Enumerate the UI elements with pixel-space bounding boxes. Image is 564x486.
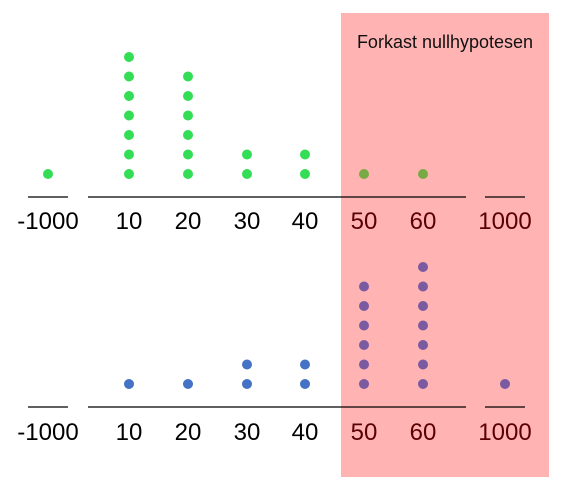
data-dot — [242, 379, 252, 389]
data-dot — [183, 379, 193, 389]
data-dot — [183, 110, 193, 121]
tick-label: -1000 — [17, 419, 78, 446]
data-dot — [418, 262, 428, 272]
tick-label: 40 — [292, 419, 319, 446]
data-dot — [242, 169, 252, 179]
tick-label: 10 — [116, 419, 143, 446]
tick-label: 40 — [292, 208, 319, 235]
data-dot — [500, 379, 510, 389]
rejection-region-label: Forkast nullhypotesen — [357, 32, 533, 52]
data-dot — [124, 52, 134, 62]
data-dot — [124, 71, 134, 82]
tick-label: 1000 — [478, 419, 531, 446]
data-dot — [124, 110, 134, 121]
dot-plot-bottom: -1000 10 20 30 40 50 60 1000 — [17, 262, 532, 446]
data-dot — [183, 149, 193, 160]
data-dot — [183, 71, 193, 82]
data-dot — [359, 379, 369, 389]
data-dot — [300, 149, 310, 160]
tick-label: 60 — [410, 208, 437, 235]
data-dot — [359, 320, 369, 331]
data-dot — [124, 91, 134, 101]
data-dot — [183, 169, 193, 179]
data-dot — [183, 91, 193, 101]
data-dot — [418, 301, 428, 311]
data-dot — [300, 379, 310, 389]
data-dot — [418, 359, 428, 370]
data-dot — [418, 281, 428, 292]
data-dot — [183, 130, 193, 140]
data-dot — [359, 340, 369, 350]
data-dot — [418, 379, 428, 389]
data-dot — [359, 359, 369, 370]
data-dot — [124, 169, 134, 179]
data-dot — [359, 301, 369, 311]
data-dot — [124, 379, 134, 389]
data-dot — [418, 320, 428, 331]
data-dot — [124, 149, 134, 160]
tick-label: -1000 — [17, 208, 78, 235]
data-dot — [43, 169, 53, 179]
dot-plot-top: -1000 10 20 30 40 50 60 1000 — [17, 52, 532, 235]
tick-label: 10 — [116, 208, 143, 235]
tick-label: 20 — [175, 419, 202, 446]
dot-plots: -1000 10 20 30 40 50 60 1000 -1000 10 20 30 40 50 60 10… — [17, 52, 532, 446]
data-dot — [359, 281, 369, 292]
tick-label: 60 — [410, 419, 437, 446]
data-dot — [242, 149, 252, 160]
tick-label: 50 — [351, 419, 378, 446]
data-dot — [300, 359, 310, 370]
data-dot — [124, 130, 134, 140]
rejection-region — [341, 13, 549, 477]
tick-label: 30 — [234, 419, 261, 446]
data-dot — [300, 169, 310, 179]
tick-label: 20 — [175, 208, 202, 235]
data-dot — [418, 169, 428, 179]
data-dot — [418, 340, 428, 350]
tick-label: 50 — [351, 208, 378, 235]
data-dot — [242, 359, 252, 370]
data-dot — [359, 169, 369, 179]
tick-label: 1000 — [478, 208, 531, 235]
tick-label: 30 — [234, 208, 261, 235]
